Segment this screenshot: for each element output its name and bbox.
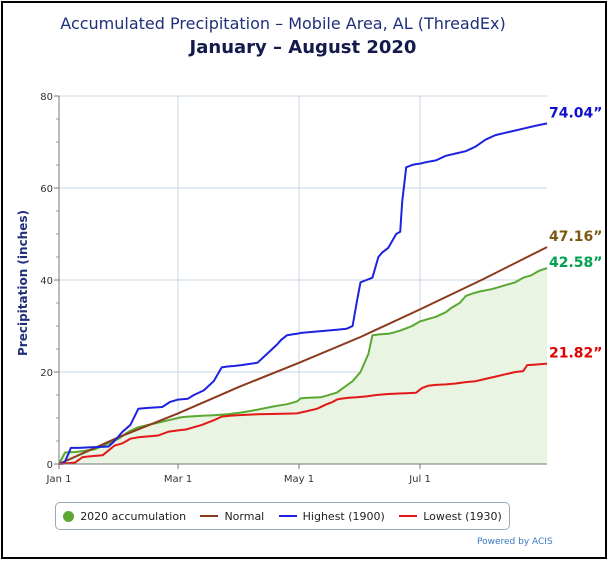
series-line-highest-1900[interactable] [58,122,548,465]
legend-swatch-lowest [399,515,418,517]
series-area-2020-accumulation [59,268,547,464]
y-tick-label: 80 [40,92,53,103]
series-line-lowest-1930[interactable] [58,362,548,465]
end-labels: 42.58” 47.16” 74.04” 21.82” [549,105,602,361]
legend-label-normal: Normal [224,509,265,523]
chart-subtitle: January – August 2020 [188,37,417,58]
legend-swatch-highest [278,515,297,517]
legend-item-lowest[interactable]: Lowest (1930) [399,510,502,523]
end-label-2020-accumulation: 42.58” [549,255,602,271]
y-tick-label: 0 [47,460,53,471]
legend-item-highest[interactable]: Highest (1900) [278,509,385,523]
x-tick-label: Mar 1 [164,474,192,485]
end-label-lowest-1930: 21.82” [549,346,602,362]
legend: 2020 accumulation Normal Highest (1900) … [55,502,510,530]
axes: 0 20 40 60 80 Jan 1 Mar 1 May 1 Jul 1 [40,92,547,485]
series-line-normal[interactable] [58,246,548,465]
acis-credit-link[interactable]: Powered by ACIS [477,537,553,547]
legend-label-2020: 2020 accumulation [80,509,187,523]
y-tick-label: 60 [40,184,53,195]
y-tick-label: 40 [40,276,53,287]
area-fills [59,268,547,464]
precipitation-chart: Accumulated Precipitation – Mobile Area,… [16,14,602,485]
x-tick-label: Jan 1 [46,474,72,485]
legend-swatch-2020 [63,510,75,522]
legend-item-normal[interactable]: Normal [200,510,264,523]
legend-item-2020[interactable]: 2020 accumulation [63,510,186,523]
series-lines [58,122,548,465]
chart-title: Accumulated Precipitation – Mobile Area,… [60,14,505,33]
legend-swatch-normal [200,515,219,517]
x-tick-label: May 1 [284,474,314,485]
end-label-highest-1900: 74.04” [549,105,602,121]
y-axis-label: Precipitation (inches) [16,210,30,356]
legend-label-lowest: Lowest (1930) [423,509,502,523]
y-tick-label: 20 [40,368,53,379]
x-tick-label: Jul 1 [408,474,431,485]
legend-label-highest: Highest (1900) [302,509,385,523]
end-label-normal: 47.16” [549,229,602,245]
